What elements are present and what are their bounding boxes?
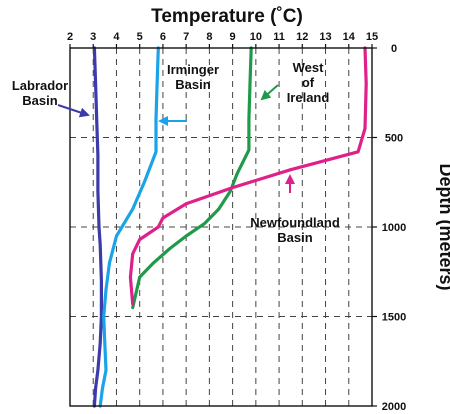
x-tick-label: 6 [160, 31, 166, 43]
x-tick-label: 15 [366, 31, 378, 43]
annotation-west-of-ireland: West of Ireland [287, 60, 330, 105]
x-tick-label: 11 [273, 31, 285, 43]
x-tick-label: 14 [343, 31, 356, 43]
x-tick-label: 12 [296, 31, 308, 43]
series-layer [92, 46, 368, 408]
series-line-labrador-basin [92, 46, 104, 408]
annotation-newfoundland-basin: Newfoundland Basin [250, 215, 340, 245]
series-line-irminger-basin [98, 46, 160, 408]
series-line-west-of-ireland [131, 46, 253, 310]
y-tick-label: 1500 [382, 312, 406, 324]
x-tick-label: 7 [183, 31, 189, 43]
x-tick-label: 5 [137, 31, 143, 43]
annotation-line: Newfoundland [250, 215, 340, 230]
x-tick-label: 13 [319, 31, 331, 43]
annotation-line: West [293, 60, 324, 75]
annotation-line: Basin [22, 93, 57, 108]
x-tick-label: 8 [206, 31, 212, 43]
x-tick-label: 10 [250, 31, 262, 43]
annotation-line: Basin [175, 77, 210, 92]
y-tick-label: 0 [391, 43, 397, 55]
y-axis-label: Depth (meters) [436, 163, 450, 290]
chart-title: Temperature (˚C) [151, 6, 303, 27]
annotation-line: Basin [277, 230, 312, 245]
y-tick-label: 500 [385, 133, 403, 145]
series-line-newfoundland-basin [128, 46, 368, 306]
x-tick-label: 4 [113, 31, 120, 43]
x-tick-label: 2 [67, 31, 73, 43]
annotation-arrow-west-of-ireland [260, 84, 279, 101]
y-tick-label: 1000 [382, 222, 406, 234]
annotation-line: Labrador [12, 78, 68, 93]
annotation-line: of [302, 75, 315, 90]
x-tick-label: 3 [90, 31, 96, 43]
ticks: 2 3 4 5 6 7 8 9 10 11 12 13 14 15 0 500 1000 1500 2000 [67, 31, 406, 413]
annotation-line: Ireland [287, 90, 330, 105]
annotation-line: Irminger [167, 62, 219, 77]
annotation-irminger-basin: Irminger Basin [167, 62, 219, 92]
annotation-arrow-labrador-basin [57, 104, 90, 118]
annotation-labrador-basin: Labrador Basin [12, 78, 68, 108]
y-tick-label: 2000 [382, 401, 406, 413]
x-tick-label: 9 [230, 31, 236, 43]
grid [70, 48, 372, 406]
